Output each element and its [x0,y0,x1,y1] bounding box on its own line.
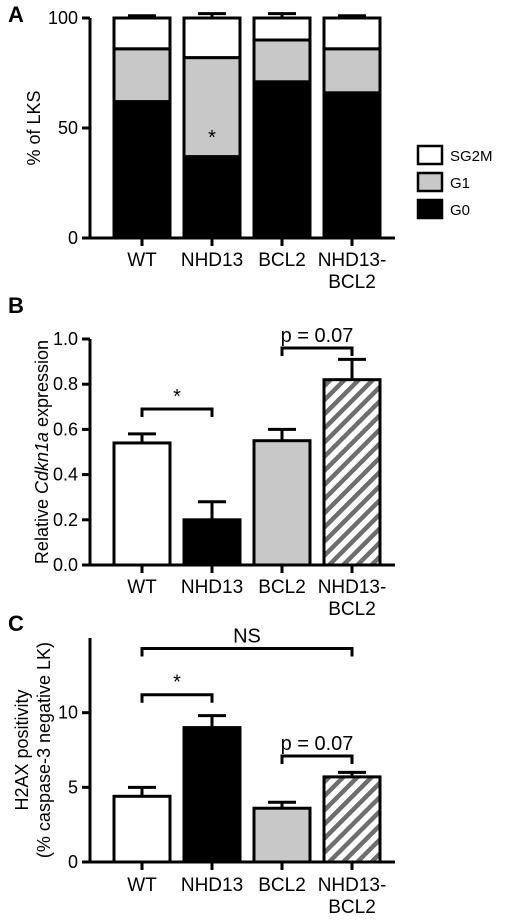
legend-label-sg2m: SG2M [450,148,493,165]
y-axis-title: % of LKS [24,90,44,165]
y-tick-label: 100 [48,8,78,28]
bar-g1 [112,47,172,104]
bar-bcl2 [252,439,312,567]
y-tick-label: 1.0 [53,329,78,349]
bar-nhd13 [182,726,242,864]
bar-g0 [112,100,172,240]
significance-star: * [208,127,216,149]
significance-bracket-label: p = 0.07 [281,733,354,755]
legend-label-g1: G1 [450,175,470,192]
bar-g1 [182,56,242,159]
legend-label-g0: G0 [450,202,470,219]
x-category-label: NHD13- [318,250,387,271]
y-tick-label: 0 [68,228,78,248]
y-axis-title-line1: H2AX positivity [12,689,32,810]
bar-g0 [252,80,312,240]
legend-swatch-sg2m [416,144,444,166]
y-tick-label: 10 [58,703,78,723]
y-tick-label: 0.6 [53,419,78,439]
bar-sg2m [322,16,382,51]
bar-g1 [252,38,312,84]
x-category-label: BCL2 [328,897,376,918]
significance-bracket [140,693,214,703]
y-tick-label: 0.2 [53,510,78,530]
x-category-label: WT [127,577,157,598]
y-axis-title-line2: (% caspase-3 negative LK) [34,642,54,858]
y-axis-title-gene: Cdkn1a [32,432,52,494]
panel-letter-c: C [8,611,24,636]
panel-letter-b: B [8,293,24,318]
x-category-label: BCL2 [258,577,306,598]
bar-g0 [182,155,242,240]
bar-nhd13-bcl2 [322,378,382,567]
y-axis-title: Relative Cdkn1a expression [32,340,52,564]
significance-bracket-label: * [173,386,181,408]
x-category-label: WT [127,250,157,271]
y-axis-title-prefix: Relative [32,494,52,564]
panel-b-chart: 0.00.20.40.60.81.0WT NHD13 BCL2 NHD13-BCL2*… [32,325,395,620]
significance-bracket [140,407,214,418]
y-axis-title-suffix: expression [32,340,52,432]
x-category-label: NHD13- [318,875,387,896]
x-category-label: BCL2 [328,272,376,293]
bar-nhd13 [182,518,242,567]
bar-wt [112,794,172,864]
bar-sg2m [252,16,312,42]
y-tick-label: 0 [68,852,78,872]
panel-letter-a: A [8,2,24,27]
significance-bracket-label: * [173,672,181,694]
bar-g1 [322,47,382,95]
x-category-label: BCL2 [328,599,376,620]
significance-bracket-label: p = 0.07 [281,325,354,347]
significance-bracket [140,646,354,657]
bar-sg2m [112,16,172,51]
y-tick-label: 0.0 [53,555,78,575]
bar-g0 [322,91,382,240]
x-category-label: NHD13 [181,875,243,896]
significance-bracket-label: NS [233,625,261,647]
x-category-label: WT [127,875,157,896]
x-category-label: NHD13- [318,577,387,598]
significance-bracket [280,754,354,764]
y-tick-label: 50 [58,118,78,138]
x-category-label: BCL2 [258,875,306,896]
bar-sg2m [182,16,242,60]
y-tick-label: 0.8 [53,374,78,394]
legend-swatch-g0 [416,198,444,220]
y-tick-label: 5 [68,777,78,797]
significance-bracket [280,346,354,357]
y-tick-label: 0.4 [53,465,78,485]
bar-bcl2 [252,806,312,864]
x-category-label: NHD13 [181,577,243,598]
bar-wt [112,441,172,567]
x-category-label: BCL2 [258,250,306,271]
legend-swatch-g1 [416,171,444,193]
bar-nhd13-bcl2 [322,775,382,864]
x-category-label: NHD13 [181,250,243,271]
